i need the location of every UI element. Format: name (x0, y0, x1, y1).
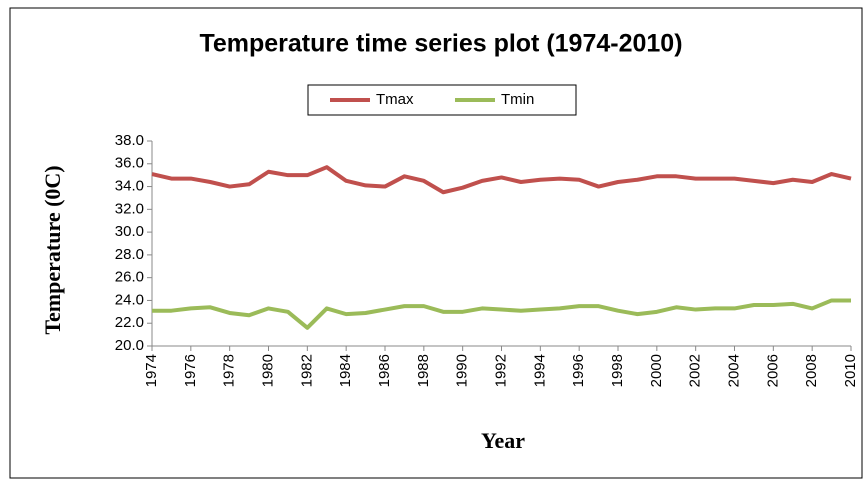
x-tick-label: 1982 (298, 354, 315, 387)
y-tick-label: 28.0 (115, 246, 144, 263)
x-tick-label: 1992 (492, 354, 509, 387)
x-tick-label: 1984 (337, 354, 354, 387)
x-tick-label: 2006 (764, 354, 781, 387)
x-tick-label: 2000 (648, 354, 665, 387)
x-tick-label: 1986 (376, 354, 393, 387)
y-tick-label: 32.0 (115, 200, 144, 217)
y-tick-label: 30.0 (115, 223, 144, 240)
chart-title: Temperature time series plot (1974-2010) (199, 30, 682, 58)
y-tick-label: 38.0 (115, 132, 144, 149)
legend-label: Tmax (376, 91, 414, 108)
y-tick-label: 26.0 (115, 269, 144, 286)
x-tick-label: 2004 (725, 354, 742, 387)
chart-frame (9, 7, 863, 479)
x-tick-label: 1998 (609, 354, 626, 387)
legend-label: Tmin (501, 91, 534, 108)
x-tick-label: 1994 (531, 354, 548, 387)
x-tick-label: 1990 (454, 354, 471, 387)
series-line (152, 298, 851, 330)
x-tick-label: 1988 (415, 354, 432, 387)
x-tick-label: 2010 (842, 354, 859, 387)
x-tick-label: 1974 (143, 354, 160, 387)
y-tick-label: 20.0 (115, 337, 144, 354)
y-tick-label: 24.0 (115, 291, 144, 308)
y-axis-label: Temperature (0C) (40, 165, 65, 334)
x-axis-label: Year (481, 428, 525, 453)
y-tick-label: 34.0 (115, 178, 144, 195)
x-tick-label: 2008 (803, 354, 820, 387)
y-tick-label: 22.0 (115, 314, 144, 331)
x-tick-label: 1980 (259, 354, 276, 387)
x-tick-label: 1996 (570, 354, 587, 387)
x-tick-label: 1978 (221, 354, 238, 387)
series-line (151, 165, 852, 195)
y-tick-label: 36.0 (115, 155, 144, 172)
x-tick-label: 2002 (687, 354, 704, 387)
x-tick-label: 1976 (182, 354, 199, 387)
